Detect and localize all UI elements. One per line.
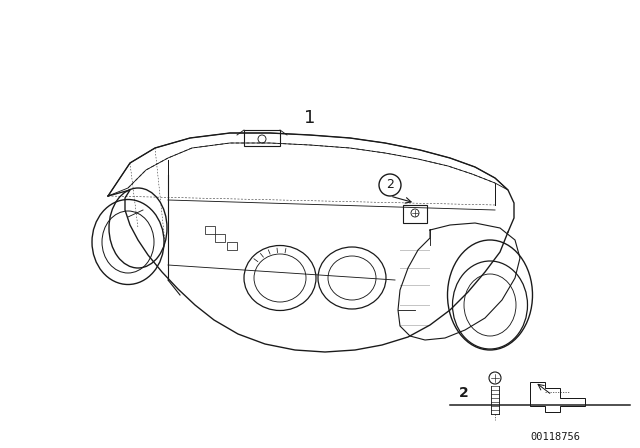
Text: 00118756: 00118756 — [530, 432, 580, 442]
Bar — [244, 130, 280, 146]
Bar — [205, 226, 215, 234]
Text: 2: 2 — [459, 386, 469, 400]
Bar — [227, 242, 237, 250]
Bar — [403, 205, 427, 223]
Text: 2: 2 — [386, 178, 394, 191]
Text: 1: 1 — [304, 109, 316, 127]
Bar — [215, 234, 225, 242]
